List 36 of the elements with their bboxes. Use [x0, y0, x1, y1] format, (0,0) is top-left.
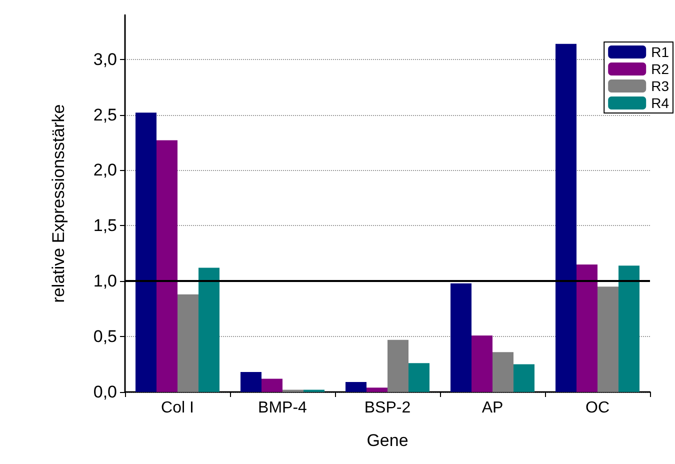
y-tick-label: 0,5: [93, 327, 117, 346]
legend-label: R1: [651, 44, 670, 60]
x-axis-title: Gene: [366, 431, 408, 450]
bar: [576, 264, 598, 392]
y-tick-label: 3,0: [93, 50, 117, 69]
legend-label: R2: [651, 61, 670, 77]
bar: [198, 268, 220, 392]
y-axis-title: relative Expressionsstärke: [49, 104, 68, 303]
bar: [492, 352, 514, 392]
y-tick-label: 0,0: [93, 382, 117, 402]
bar: [450, 283, 472, 392]
x-tick-label: BMP-4: [258, 400, 308, 416]
x-tick-label: Col I: [161, 400, 194, 416]
legend-label: R4: [651, 95, 670, 111]
bar: [346, 382, 366, 392]
bar: [240, 372, 262, 392]
x-tick-label: AP: [482, 400, 504, 416]
y-tick-label: 2,0: [93, 160, 117, 180]
bar: [618, 266, 640, 392]
bar: [514, 364, 534, 392]
bar: [262, 378, 282, 392]
bar: [408, 363, 430, 392]
bar: [472, 335, 492, 392]
bar: [156, 140, 178, 392]
bar: [388, 340, 408, 392]
bar: [598, 286, 618, 392]
x-tick-label: OC: [586, 400, 610, 416]
bar: [136, 112, 156, 392]
y-tick-label: 2,5: [93, 105, 117, 124]
bar: [556, 44, 576, 392]
x-tick-label: BSP-2: [364, 400, 411, 416]
y-tick-label: 1,0: [93, 272, 117, 291]
legend-label: R3: [651, 78, 670, 94]
bar: [366, 388, 388, 392]
bar: [178, 294, 198, 392]
y-tick-label: 1,5: [93, 216, 117, 236]
